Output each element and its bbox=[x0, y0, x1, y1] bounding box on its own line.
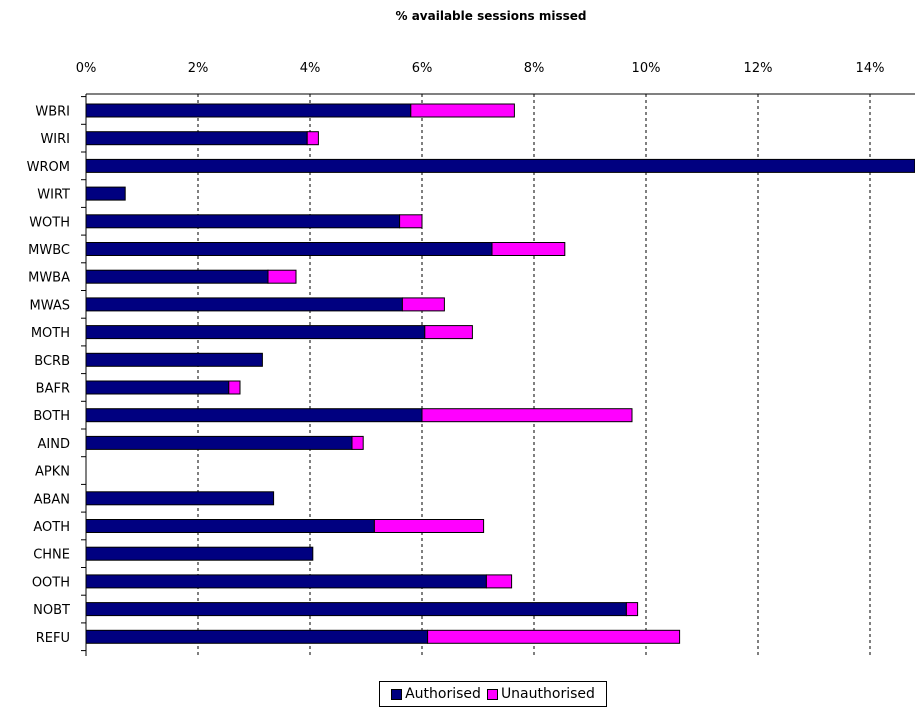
bar-unauthorised-wbri bbox=[410, 103, 515, 118]
x-tick-label: 6% bbox=[412, 61, 433, 76]
x-tick-label: 4% bbox=[300, 61, 321, 76]
category-label: WROM bbox=[27, 160, 70, 175]
x-tick-label: 10% bbox=[632, 61, 661, 76]
category-label: MOTH bbox=[31, 326, 70, 341]
category-label: AIND bbox=[38, 437, 70, 452]
bar-authorised-chne bbox=[85, 546, 314, 561]
bars bbox=[85, 103, 915, 644]
bar-authorised-aind bbox=[85, 435, 353, 450]
x-tick-label: 12% bbox=[744, 61, 773, 76]
category-label: BCRB bbox=[34, 354, 70, 369]
x-tick-label: 2% bbox=[188, 61, 209, 76]
legend: Authorised Unauthorised bbox=[379, 681, 607, 707]
bar-unauthorised-wiri bbox=[306, 131, 319, 146]
category-label: REFU bbox=[36, 631, 70, 646]
legend-label-unauthorised: Unauthorised bbox=[500, 686, 595, 702]
bar-unauthorised-moth bbox=[424, 325, 473, 340]
category-label: OOTH bbox=[32, 575, 70, 590]
x-tick-label: 0% bbox=[76, 61, 97, 76]
category-labels: WBRI WIRI WROM WIRT WOTH MWBC MWBA MWAS MOTH BCRB… bbox=[27, 105, 70, 646]
bar-unauthorised-mwba bbox=[267, 269, 297, 284]
bar-authorised-aoth bbox=[85, 519, 375, 533]
bar-authorised-refu bbox=[85, 629, 429, 644]
legend-item-authorised: Authorised bbox=[391, 686, 481, 702]
bar-authorised-bafr bbox=[85, 380, 230, 395]
x-tick-labels: 0% 2% 4% 6% 8% 10% 12% 14% bbox=[76, 61, 885, 76]
chart-title: % available sessions missed bbox=[396, 9, 587, 23]
bar-unauthorised-nobt bbox=[625, 602, 639, 617]
bar-authorised-moth bbox=[85, 325, 426, 340]
bar-unauthorised-mwbc bbox=[491, 242, 566, 256]
bar-unauthorised-ooth bbox=[485, 574, 513, 589]
category-label: BOTH bbox=[33, 409, 70, 424]
category-label: APKN bbox=[35, 465, 70, 480]
category-label: MWAS bbox=[29, 298, 70, 313]
axes bbox=[81, 93, 915, 656]
category-label: AOTH bbox=[33, 520, 70, 535]
bar-authorised-nobt bbox=[85, 602, 627, 617]
category-label: MWBC bbox=[28, 243, 70, 258]
bar-unauthorised-refu bbox=[427, 629, 681, 644]
bar-unauthorised-aoth bbox=[373, 519, 485, 533]
bar-unauthorised-woth bbox=[399, 214, 423, 229]
bar-authorised-wiri bbox=[85, 131, 308, 146]
bar-authorised-mwas bbox=[85, 297, 403, 312]
bar-authorised-mwbc bbox=[85, 242, 493, 256]
category-label: WIRT bbox=[37, 188, 70, 203]
category-label: WBRI bbox=[35, 105, 70, 120]
category-label: NOBT bbox=[33, 603, 70, 618]
category-label: BAFR bbox=[36, 382, 70, 397]
bar-authorised-wbri bbox=[85, 103, 412, 118]
bar-unauthorised-mwas bbox=[401, 297, 445, 312]
category-label: WIRI bbox=[40, 132, 70, 147]
x-tick-label: 14% bbox=[856, 61, 885, 76]
bar-unauthorised-bafr bbox=[228, 380, 241, 395]
bar-authorised-both bbox=[85, 408, 423, 423]
bar-authorised-bcrb bbox=[85, 352, 263, 367]
legend-swatch-authorised bbox=[391, 688, 403, 700]
legend-item-unauthorised: Unauthorised bbox=[486, 686, 595, 702]
bar-authorised-aban bbox=[85, 491, 275, 506]
gridlines bbox=[197, 94, 871, 656]
bar-authorised-wrom bbox=[85, 158, 915, 173]
category-label: MWBA bbox=[28, 271, 70, 286]
bar-authorised-ooth bbox=[85, 574, 487, 589]
bar-unauthorised-both bbox=[421, 408, 633, 423]
legend-label-authorised: Authorised bbox=[405, 686, 481, 702]
bar-authorised-wirt bbox=[85, 186, 126, 201]
legend-swatch-unauthorised bbox=[486, 688, 498, 700]
bar-authorised-woth bbox=[85, 214, 401, 229]
bar-authorised-mwba bbox=[85, 269, 269, 284]
bar-unauthorised-aind bbox=[351, 435, 364, 450]
x-tick-label: 8% bbox=[524, 61, 545, 76]
category-label: ABAN bbox=[34, 492, 70, 507]
category-label: WOTH bbox=[29, 215, 70, 230]
category-label: CHNE bbox=[33, 548, 70, 563]
